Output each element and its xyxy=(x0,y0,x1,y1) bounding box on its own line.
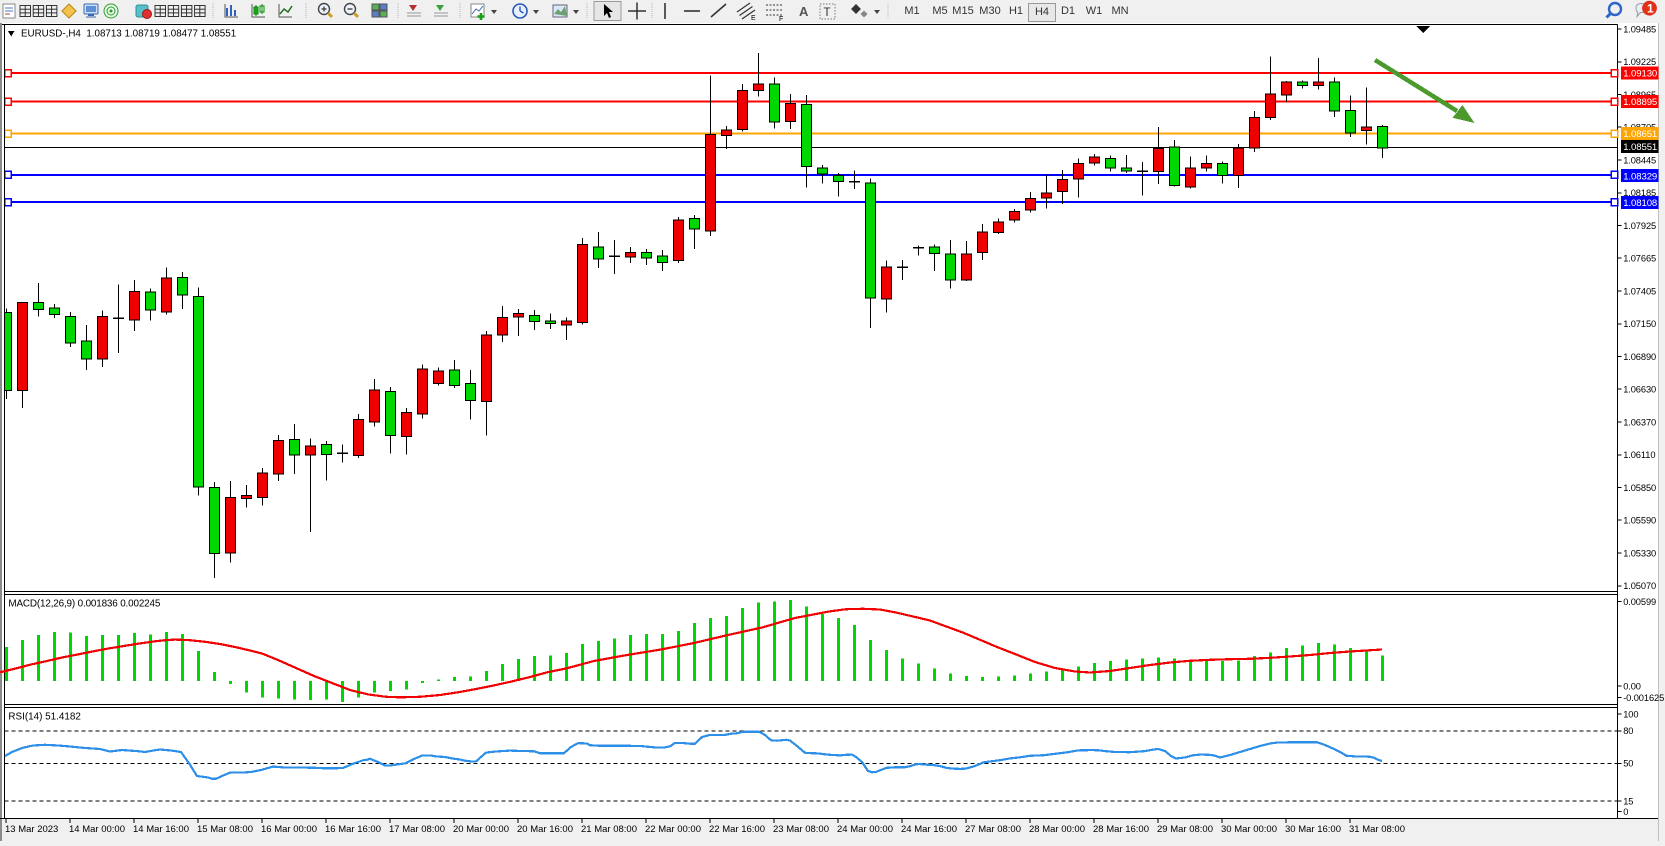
svg-text:0.00: 0.00 xyxy=(1623,681,1641,691)
svg-text:24 Mar 00:00: 24 Mar 00:00 xyxy=(837,824,893,835)
svg-text:28 Mar 00:00: 28 Mar 00:00 xyxy=(1029,824,1085,835)
svg-text:1.08551: 1.08551 xyxy=(1623,142,1657,153)
svg-text:13 Mar 2023: 13 Mar 2023 xyxy=(5,824,58,835)
svg-text:1.08651: 1.08651 xyxy=(1623,129,1657,140)
svg-text:1.05070: 1.05070 xyxy=(1623,581,1656,591)
svg-text:15 Mar 08:00: 15 Mar 08:00 xyxy=(197,824,253,835)
svg-text:28 Mar 16:00: 28 Mar 16:00 xyxy=(1093,824,1149,835)
svg-text:1.08445: 1.08445 xyxy=(1623,155,1656,165)
svg-text:1.06110: 1.06110 xyxy=(1623,450,1655,460)
svg-text:0: 0 xyxy=(1623,807,1628,817)
svg-text:1.09130: 1.09130 xyxy=(1623,69,1657,80)
svg-text:16 Mar 16:00: 16 Mar 16:00 xyxy=(325,824,381,835)
svg-text:MACD(12,26,9) 0.001836 0.00224: MACD(12,26,9) 0.001836 0.002245 xyxy=(8,599,160,610)
svg-text:20 Mar 16:00: 20 Mar 16:00 xyxy=(517,824,573,835)
svg-text:16 Mar 00:00: 16 Mar 00:00 xyxy=(261,824,317,835)
svg-text:15: 15 xyxy=(1623,797,1633,807)
svg-text:F: F xyxy=(779,16,783,23)
svg-text:-0.001625: -0.001625 xyxy=(1623,693,1664,703)
svg-text:EURUSD-,H4 1.08713 1.08719 1.: EURUSD-,H4 1.08713 1.08719 1.08477 1.085… xyxy=(21,28,236,39)
svg-text:1.08108: 1.08108 xyxy=(1623,198,1657,209)
svg-text:17 Mar 08:00: 17 Mar 08:00 xyxy=(389,824,445,835)
svg-text:1.07925: 1.07925 xyxy=(1623,221,1656,231)
svg-text:1.07665: 1.07665 xyxy=(1623,254,1656,264)
svg-text:20 Mar 00:00: 20 Mar 00:00 xyxy=(453,824,509,835)
svg-text:1: 1 xyxy=(1647,2,1654,16)
svg-text:30 Mar 16:00: 30 Mar 16:00 xyxy=(1285,824,1341,835)
svg-text:31 Mar 08:00: 31 Mar 08:00 xyxy=(1349,824,1405,835)
svg-text:24 Mar 16:00: 24 Mar 16:00 xyxy=(901,824,957,835)
svg-text:0.00599: 0.00599 xyxy=(1623,597,1656,607)
svg-text:E: E xyxy=(751,15,756,22)
svg-text:27 Mar 08:00: 27 Mar 08:00 xyxy=(965,824,1021,835)
svg-text:80: 80 xyxy=(1623,726,1633,736)
svg-text:T: T xyxy=(824,7,831,19)
svg-text:1.05850: 1.05850 xyxy=(1623,483,1656,493)
svg-text:RSI(14) 51.4182: RSI(14) 51.4182 xyxy=(8,712,80,723)
svg-text:21 Mar 08:00: 21 Mar 08:00 xyxy=(581,824,637,835)
svg-text:1.05330: 1.05330 xyxy=(1623,548,1656,558)
svg-text:1.09225: 1.09225 xyxy=(1623,57,1656,67)
svg-text:1.07405: 1.07405 xyxy=(1623,286,1656,296)
svg-text:100: 100 xyxy=(1623,709,1638,719)
svg-text:50: 50 xyxy=(1623,759,1633,769)
svg-text:1.08185: 1.08185 xyxy=(1623,188,1656,198)
svg-text:14 Mar 00:00: 14 Mar 00:00 xyxy=(69,824,125,835)
svg-text:29 Mar 08:00: 29 Mar 08:00 xyxy=(1157,824,1213,835)
svg-text:A: A xyxy=(799,4,809,19)
svg-text:22 Mar 16:00: 22 Mar 16:00 xyxy=(709,824,765,835)
svg-text:23 Mar 08:00: 23 Mar 08:00 xyxy=(773,824,829,835)
svg-text:1.09485: 1.09485 xyxy=(1623,24,1656,34)
svg-text:30 Mar 00:00: 30 Mar 00:00 xyxy=(1221,824,1277,835)
svg-text:1.06370: 1.06370 xyxy=(1623,417,1656,427)
svg-text:1.05590: 1.05590 xyxy=(1623,516,1656,526)
svg-text:14 Mar 16:00: 14 Mar 16:00 xyxy=(133,824,189,835)
svg-text:22 Mar 00:00: 22 Mar 00:00 xyxy=(645,824,701,835)
svg-text:1.06630: 1.06630 xyxy=(1623,385,1656,395)
svg-text:1.07150: 1.07150 xyxy=(1623,319,1656,329)
svg-text:1.08329: 1.08329 xyxy=(1623,171,1657,182)
svg-text:1.08895: 1.08895 xyxy=(1623,97,1657,108)
svg-text:1.06890: 1.06890 xyxy=(1623,352,1656,362)
svg-text:1.08965: 1.08965 xyxy=(1623,90,1656,100)
